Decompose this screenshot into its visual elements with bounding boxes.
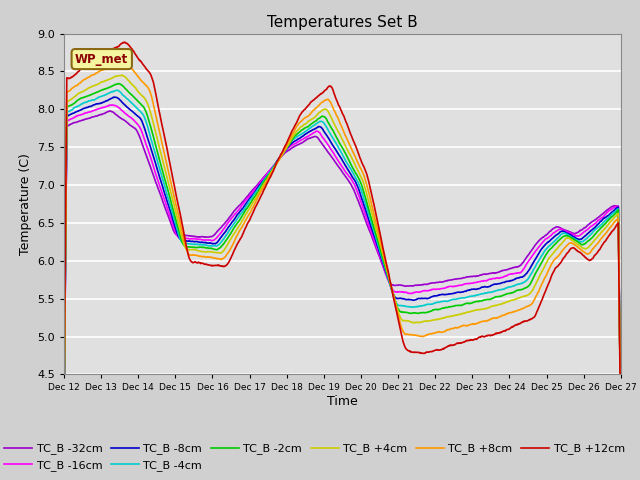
X-axis label: Time: Time: [327, 395, 358, 408]
TC_B -32cm: [316, 139, 324, 144]
Line: TC_B -16cm: TC_B -16cm: [64, 105, 621, 436]
TC_B +4cm: [118, 72, 126, 78]
TC_B -4cm: [113, 87, 121, 93]
TC_B -4cm: [617, 433, 625, 439]
TC_B -2cm: [617, 433, 625, 439]
Line: TC_B -4cm: TC_B -4cm: [64, 90, 621, 436]
TC_B +12cm: [88, 58, 96, 64]
Y-axis label: Temperature (C): Temperature (C): [19, 153, 31, 255]
TC_B -16cm: [88, 108, 96, 114]
TC_B -16cm: [108, 102, 116, 108]
TC_B -32cm: [617, 432, 625, 438]
TC_B -32cm: [60, 418, 68, 423]
TC_B +4cm: [331, 123, 339, 129]
TC_B -4cm: [88, 97, 96, 103]
TC_B +8cm: [316, 101, 324, 107]
TC_B +4cm: [316, 109, 324, 115]
TC_B -32cm: [499, 268, 506, 274]
TC_B -4cm: [601, 218, 609, 224]
TC_B -8cm: [331, 146, 339, 152]
TC_B -16cm: [331, 153, 339, 158]
TC_B +4cm: [601, 226, 609, 231]
Legend: TC_B -32cm, TC_B -16cm, TC_B -8cm, TC_B -4cm, TC_B -2cm, TC_B +4cm, TC_B +8cm, T: TC_B -32cm, TC_B -16cm, TC_B -8cm, TC_B …: [2, 441, 627, 473]
TC_B +4cm: [601, 226, 609, 232]
TC_B -16cm: [601, 212, 609, 218]
TC_B -8cm: [601, 215, 609, 220]
TC_B +12cm: [617, 441, 625, 446]
Line: TC_B +8cm: TC_B +8cm: [64, 60, 621, 442]
TC_B -2cm: [499, 293, 506, 299]
Line: TC_B -2cm: TC_B -2cm: [64, 84, 621, 436]
TC_B +8cm: [499, 312, 506, 318]
Line: TC_B -8cm: TC_B -8cm: [64, 97, 621, 436]
TC_B +8cm: [88, 72, 96, 78]
TC_B +8cm: [601, 232, 609, 238]
TC_B -8cm: [617, 433, 625, 439]
TC_B +8cm: [617, 439, 625, 444]
Line: TC_B -32cm: TC_B -32cm: [64, 111, 621, 435]
TC_B -4cm: [499, 287, 506, 292]
TC_B -8cm: [601, 215, 609, 221]
TC_B -16cm: [316, 131, 324, 137]
TC_B -16cm: [60, 416, 68, 421]
Line: TC_B +12cm: TC_B +12cm: [64, 42, 621, 444]
TC_B +12cm: [331, 93, 339, 99]
TC_B -16cm: [617, 433, 625, 439]
TC_B -8cm: [88, 103, 96, 108]
TC_B -32cm: [601, 209, 609, 215]
TC_B -4cm: [316, 119, 324, 124]
TC_B +8cm: [331, 109, 339, 115]
TC_B -8cm: [316, 124, 324, 130]
TC_B -4cm: [601, 218, 609, 224]
TC_B -32cm: [601, 209, 609, 215]
TC_B +8cm: [118, 57, 126, 63]
TC_B -2cm: [331, 132, 339, 137]
TC_B -2cm: [88, 91, 96, 97]
TC_B +4cm: [88, 84, 96, 89]
Text: WP_met: WP_met: [75, 53, 129, 66]
TC_B +8cm: [601, 231, 609, 237]
TC_B +4cm: [60, 406, 68, 412]
TC_B -2cm: [115, 81, 122, 86]
TC_B +12cm: [499, 329, 506, 335]
TC_B +4cm: [617, 436, 625, 442]
TC_B -8cm: [60, 414, 68, 420]
TC_B -4cm: [60, 411, 68, 417]
TC_B -2cm: [601, 221, 609, 227]
TC_B -8cm: [499, 280, 506, 286]
TC_B -16cm: [601, 212, 609, 217]
TC_B -4cm: [331, 139, 339, 144]
TC_B +4cm: [499, 300, 506, 306]
TC_B +12cm: [316, 92, 324, 97]
TC_B -2cm: [601, 221, 609, 227]
TC_B +8cm: [60, 401, 68, 407]
TC_B +12cm: [601, 239, 609, 245]
TC_B +12cm: [601, 239, 609, 244]
TC_B -32cm: [106, 108, 113, 114]
TC_B -2cm: [60, 409, 68, 415]
Title: Temperatures Set B: Temperatures Set B: [267, 15, 418, 30]
TC_B -2cm: [316, 115, 324, 120]
TC_B -16cm: [499, 274, 506, 280]
TC_B +12cm: [60, 393, 68, 399]
TC_B -32cm: [331, 159, 339, 165]
TC_B +12cm: [120, 39, 128, 45]
Line: TC_B +4cm: TC_B +4cm: [64, 75, 621, 439]
TC_B -8cm: [110, 94, 118, 100]
TC_B -32cm: [88, 114, 96, 120]
